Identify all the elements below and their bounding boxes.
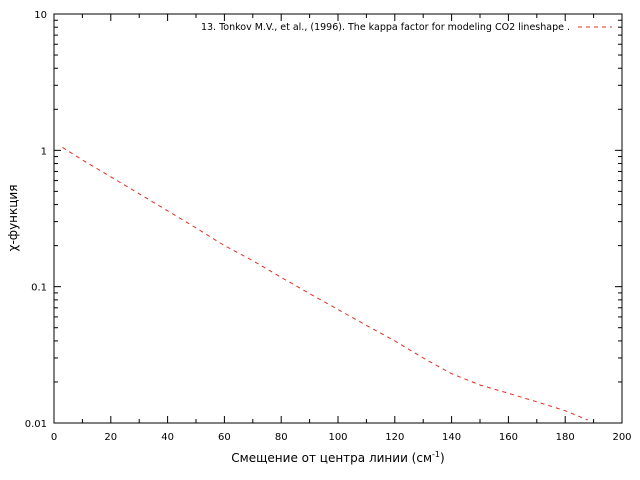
series-layer (62, 146, 589, 421)
x-tick-label: 200 (612, 432, 631, 443)
x-axis-label: Смещение от центра линии (см-1) (231, 450, 444, 465)
y-tick-label: 1 (41, 146, 47, 157)
x-tick-label: 180 (556, 432, 575, 443)
x-tick-label: 100 (328, 432, 347, 443)
legend-label: 13. Tonkov M.V., et al., (1996). The kap… (201, 22, 570, 33)
y-axis-label: χ-функция (6, 185, 20, 252)
y-tick-label: 0.1 (31, 283, 47, 294)
legend: 13. Tonkov M.V., et al., (1996). The kap… (201, 22, 612, 33)
y-tick-label: 0.01 (25, 419, 47, 430)
y-tick-label: 10 (34, 10, 47, 21)
x-tick-label: 40 (161, 432, 174, 443)
x-tick-label: 60 (218, 432, 231, 443)
plot-frame (53, 13, 623, 424)
x-tick-label: 120 (385, 432, 404, 443)
x-tick-label: 80 (275, 432, 288, 443)
x-tick-label: 0 (51, 432, 57, 443)
y-ticks: 0.01 0.1 1 10 (25, 10, 622, 430)
x-ticks: 0 20 40 60 80 100 120 140 160 180 200 (51, 14, 632, 443)
series-line (62, 146, 589, 421)
x-tick-label: 140 (442, 432, 461, 443)
x-tick-label: 160 (499, 432, 518, 443)
x-tick-label: 20 (104, 432, 117, 443)
